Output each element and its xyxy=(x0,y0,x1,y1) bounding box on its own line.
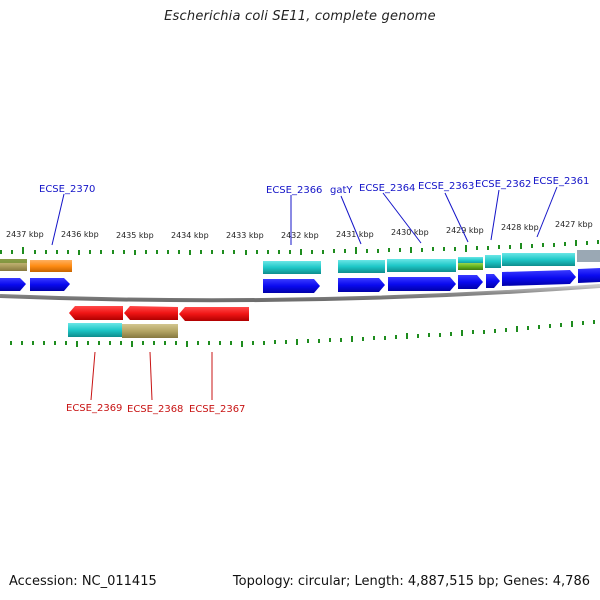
kbp-label: 2436 kbp xyxy=(61,230,99,239)
cds-track-forward xyxy=(0,268,600,293)
cog-block-green[interactable] xyxy=(458,263,483,270)
cds-arrow-forward[interactable] xyxy=(338,278,385,292)
kbp-label: 2437 kbp xyxy=(6,230,44,239)
gene-label[interactable]: ECSE_2367 xyxy=(189,404,245,415)
topology-summary-text: Topology: circular; Length: 4,887,515 bp… xyxy=(232,574,590,589)
kbp-label: 2434 kbp xyxy=(171,231,209,240)
kbp-label: 2429 kbp xyxy=(446,226,484,235)
map-title: Escherichia coli SE11, complete genome xyxy=(164,9,436,24)
cds-arrow-forward[interactable] xyxy=(486,274,500,288)
gene-label[interactable]: ECSE_2370 xyxy=(39,184,95,195)
cog-block-cyan[interactable] xyxy=(338,260,385,273)
gene-label[interactable]: ECSE_2361 xyxy=(533,176,589,187)
cds-arrow-reverse[interactable] xyxy=(179,307,249,321)
cog-block-cyan[interactable] xyxy=(502,253,575,266)
tick-row-outer xyxy=(0,240,599,255)
cds-arrow-forward[interactable] xyxy=(578,268,600,283)
cog-track-reverse xyxy=(68,323,178,338)
cds-arrow-forward[interactable] xyxy=(0,278,26,291)
cog-block-cyan[interactable] xyxy=(485,255,501,268)
cds-arrow-forward[interactable] xyxy=(263,279,320,293)
gene-leader-lines-bottom xyxy=(90,351,213,401)
cog-block-cyan[interactable] xyxy=(387,259,456,272)
cog-block-cyan[interactable] xyxy=(458,257,483,264)
kbp-label: 2428 kbp xyxy=(501,223,539,232)
kbp-label: 2431 kbp xyxy=(336,230,374,239)
kbp-label: 2430 kbp xyxy=(391,228,429,237)
cog-block-cyan[interactable] xyxy=(263,261,321,274)
cog-block-olive[interactable] xyxy=(122,324,178,338)
cds-track-reverse xyxy=(69,306,249,321)
cds-arrow-forward[interactable] xyxy=(388,277,456,291)
kbp-label: 2435 kbp xyxy=(116,231,154,240)
gene-label[interactable]: ECSE_2364 xyxy=(359,183,415,194)
kbp-label: 2427 kbp xyxy=(555,220,593,229)
gene-label[interactable]: ECSE_2369 xyxy=(66,403,122,414)
cog-track-forward xyxy=(0,250,600,274)
gene-label[interactable]: ECSE_2366 xyxy=(266,185,322,196)
kbp-label: 2432 kbp xyxy=(281,231,319,240)
kbp-label: 2433 kbp xyxy=(226,231,264,240)
gene-label[interactable]: ECSE_2368 xyxy=(127,404,183,415)
cds-arrow-forward[interactable] xyxy=(502,270,576,286)
tick-row-inner xyxy=(10,320,595,347)
gene-label[interactable]: ECSE_2363 xyxy=(418,181,474,192)
cds-arrow-forward[interactable] xyxy=(30,278,70,291)
cds-arrow-forward[interactable] xyxy=(458,275,483,289)
gene-leader-lines-top xyxy=(51,186,558,246)
cog-block-orange[interactable] xyxy=(30,260,72,272)
cog-block-grey[interactable] xyxy=(577,250,600,262)
cds-arrow-reverse[interactable] xyxy=(124,306,178,320)
gene-labels-bottom: ECSE_2369 ECSE_2368 ECSE_2367 xyxy=(66,403,245,415)
gene-label[interactable]: gatY xyxy=(330,185,353,196)
kbp-axis-labels: 2437 kbp 2436 kbp 2435 kbp 2434 kbp 2433… xyxy=(6,220,593,240)
gene-label[interactable]: ECSE_2362 xyxy=(475,179,531,190)
genome-backbone xyxy=(0,284,600,303)
cog-block-cyan[interactable] xyxy=(68,323,122,337)
accession-text: Accession: NC_011415 xyxy=(9,574,157,589)
gene-labels-top: ECSE_2370 ECSE_2366 gatY ECSE_2364 ECSE_… xyxy=(39,176,589,196)
cds-arrow-reverse[interactable] xyxy=(69,306,123,320)
